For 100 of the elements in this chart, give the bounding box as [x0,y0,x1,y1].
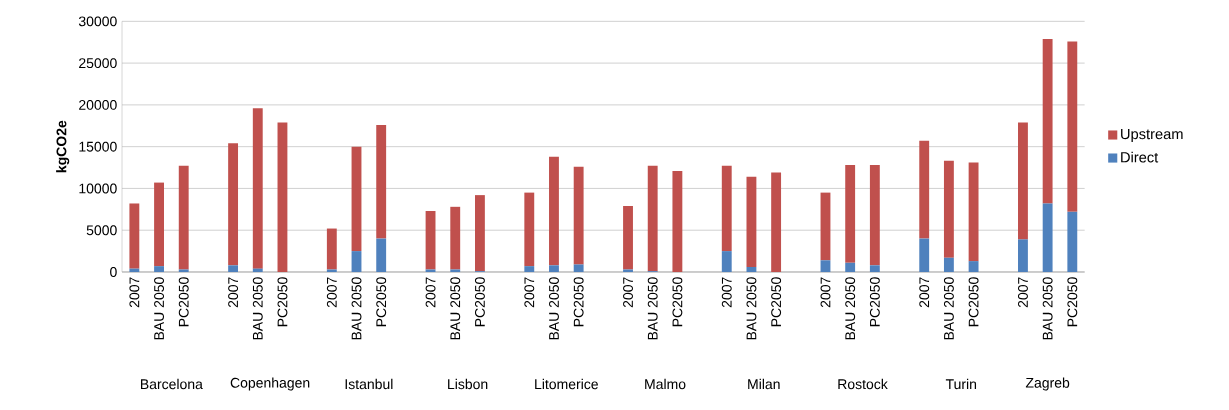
y-axis-title: kgCO2e [56,120,70,173]
bar [746,266,757,272]
bar [474,195,485,272]
bar [178,165,189,270]
x-tick-label: BAU 2050 [351,277,362,340]
bar [623,205,633,270]
bar [351,251,362,272]
x-tick-label: PC2050 [1067,277,1078,327]
bar [228,265,239,272]
bar [721,165,732,252]
bar [869,165,880,266]
bar [919,238,930,272]
x-tick-label: PC2050 [968,277,979,327]
bar [919,140,930,239]
bar [1067,211,1078,272]
bar [524,192,535,267]
x-tick-label: 2007 [129,277,140,308]
bar [376,238,387,272]
bar [943,160,954,258]
bar [746,176,757,267]
y-tick-label: 5000 [86,225,117,236]
y-tick-label: 30000 [78,16,117,27]
x-tick-label: BAU 2050 [746,277,757,340]
bar [277,122,288,272]
text: Copenhagen [230,377,310,391]
x-tick-label: PC2050 [277,277,288,327]
bar [129,268,140,272]
x-tick-label: BAU 2050 [845,277,856,340]
text: Turin [945,378,977,390]
text: Istanbul [345,378,393,390]
y-tick-label: 20000 [79,99,117,110]
text: Lisbon [448,378,488,390]
bar [623,269,633,272]
y-tick-label: 15000 [79,141,117,152]
bar [326,228,337,270]
text: Rostock [838,378,888,390]
x-tick-label: PC2050 [376,277,387,327]
bar [252,108,263,269]
x-tick-label: BAU 2050 [943,277,954,340]
bar [820,260,831,272]
x-tick-label: BAU 2050 [647,277,658,340]
x-tick-label: PC2050 [474,277,485,327]
bar [178,269,189,272]
y-tick-label: 0 [110,267,117,277]
bar [549,156,559,266]
x-tick-label: 2007 [820,277,831,308]
bar [228,143,239,266]
bar [721,251,732,272]
x-tick-label: BAU 2050 [549,277,559,340]
legend-label: Direct [1121,151,1159,163]
bar [1042,38,1053,204]
x-tick-label: BAU 2050 [252,277,263,340]
bar [1042,203,1053,272]
x-tick-label: BAU 2050 [450,277,461,340]
bar [450,269,461,272]
text: Milan [748,378,780,390]
text: Barcelona [141,378,203,390]
bar [573,264,584,272]
bar [524,266,535,272]
x-tick-label: PC2050 [771,277,782,327]
text: Zagreb [1025,377,1070,391]
y-tick-label: 10000 [79,183,117,194]
bar [647,165,658,272]
bar [425,269,436,272]
legend-label: Upstream [1121,128,1183,143]
bar [376,124,387,239]
bar [968,162,979,262]
x-tick-label: 2007 [425,277,436,308]
bar [968,261,979,272]
bar [943,257,954,272]
bar [154,182,164,267]
bar [845,165,856,263]
x-tick-label: BAU 2050 [1042,277,1053,340]
y-tick-label: 25000 [79,58,117,69]
x-tick-label: PC2050 [178,277,189,327]
bar [425,210,436,270]
x-tick-label: 2007 [919,277,930,308]
bar [154,266,164,272]
bar [129,203,140,269]
bar [549,265,559,272]
bar [869,265,880,272]
x-tick-label: PC2050 [869,277,880,327]
text: Litomerice [535,378,598,390]
bar [326,269,337,272]
bar [820,192,831,261]
bar [845,262,856,272]
bar [1018,122,1028,240]
x-tick-label: 2007 [1018,277,1028,308]
x-tick-label: 2007 [326,277,337,308]
x-tick-label: 2007 [228,277,239,308]
x-tick-label: PC2050 [672,277,683,327]
text: Malmo [645,378,686,390]
bar [672,170,683,272]
x-tick-label: BAU 2050 [154,277,164,340]
x-tick-label: 2007 [623,277,633,308]
bar [573,166,584,265]
x-tick-label: 2007 [721,277,732,308]
bar [1018,239,1028,272]
bar [450,206,461,270]
bar [252,268,263,272]
